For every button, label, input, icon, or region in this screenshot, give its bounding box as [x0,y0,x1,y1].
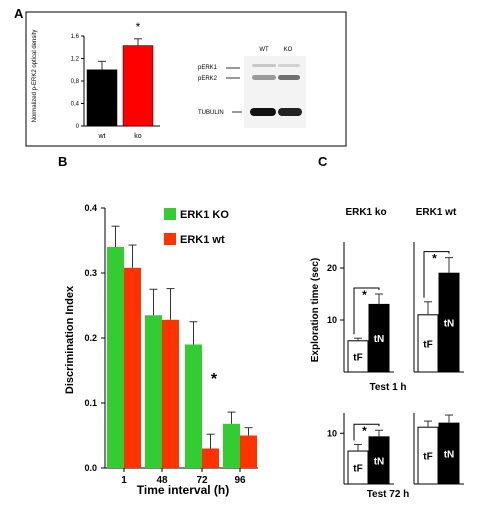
chart-c-ytick-label: 10 [327,315,337,325]
blot-label-tubulin: TUBULIN [198,110,224,116]
chart-a-significance: * [136,20,141,34]
chart-b-xtick-label: 96 [234,475,246,486]
chart-c-bar-tf-3-label: tF [353,464,362,475]
legend-label-erk1-wt: ERK1 wt [180,234,225,246]
chart-c-ytick-label: 10 [327,428,337,438]
chart-b-ytick-label: 0.4 [84,203,97,213]
chart-c-bar-tf-4-label: tF [423,452,432,463]
chart-a-xtick-wt: wt [98,133,106,140]
chart-c-significance-bracket [353,287,380,335]
chart-b-bar-erk1-wt-72 [202,448,219,468]
chart-a-ytick-label: 0,8 [71,79,80,85]
chart-c-significance-star: * [362,288,367,302]
chart-a-bars [86,38,154,127]
chart-b-bar-erk1-wt-96 [240,435,257,468]
chart-c-significance-bracket [353,423,380,441]
chart-a-ytick-label: 0,4 [71,102,80,108]
panel-a-frame [25,11,347,147]
legend-swatch-erk1-wt [164,233,176,245]
chart-b-bar-erk1-ko-1 [107,247,124,468]
chart-b-bar-erk1-ko-48 [145,315,162,468]
chart-c-significance-star: * [362,424,367,438]
chart-b-bars [107,225,257,468]
chart-c-ylabel: Exploration time (sec) [310,258,321,362]
chart-c-col-title-wt: ERK1 wt [416,207,457,218]
chart-c-significance-star: * [432,252,437,266]
panel-label-b: B [58,154,67,169]
chart-b-bar-erk1-wt-1 [124,267,141,468]
band-perk2-ko [278,75,300,80]
chart-a-ytick-label: 0 [76,124,80,130]
chart-c: ERK1 ko ERK1 wt Exploration time (sec) T… [310,207,464,500]
chart-a: Normalized p-ERK2 optical density 0 0,4 0,… [32,20,160,140]
western-blot: WT KO pERK1 pERK2 TUBULIN [198,47,306,128]
chart-b-xtick-label: 48 [156,475,168,486]
chart-b-bar-erk1-ko-96 [223,423,240,468]
legend-label-erk1-ko: ERK1 KO [180,209,229,221]
chart-c-bar-tn-4-label: tN [444,450,455,461]
chart-a-bar-ko [122,45,154,127]
chart-a-ytick-label: 1,6 [71,34,80,40]
band-tubulin-wt [250,108,276,116]
panel-label-a: A [14,6,24,21]
chart-c-ytick-label: 20 [327,263,337,273]
chart-c-subplot-2: tF tN * [413,242,464,373]
chart-b-ylabel: Discrimination Index [64,285,76,394]
band-perk1-wt [252,64,276,67]
blot-col-ko: KO [284,47,293,53]
band-perk2-wt [252,75,276,80]
chart-c-subplot-4: tF tN [413,413,464,485]
chart-b-xtick-label: 1 [121,475,127,486]
chart-c-bar-tf-2-label: tF [423,339,432,350]
chart-c-bar-tn-2-label: tN [444,319,455,330]
chart-b-xtick-label: 72 [196,475,208,486]
chart-c-bar-tn-1-label: tN [374,334,385,345]
chart-c-significance-bracket [423,251,450,298]
chart-a-ylabel: Normalized p-ERK2 optical density [32,30,38,123]
chart-c-bar-tf-1-label: tF [353,352,362,363]
chart-a-bar-wt [86,69,118,127]
chart-c-row-title-1h: Test 1 h [369,382,406,393]
panel-label-c: C [318,154,328,169]
blot-label-perk1: pERK1 [198,65,218,71]
chart-b-bar-erk1-wt-48 [162,319,179,468]
chart-c-row-title-72h: Test 72 h [367,489,410,500]
chart-b-bar-erk1-ko-72 [185,344,202,468]
chart-b-ytick-label: 0.3 [84,268,97,278]
band-tubulin-ko [278,108,302,116]
chart-b-ytick-label: 0.0 [84,463,97,473]
chart-b-ytick-label: 0.2 [84,333,97,343]
blot-col-wt: WT [259,47,269,53]
legend-swatch-erk1-ko [164,208,176,220]
chart-c-col-title-ko: ERK1 ko [345,207,386,218]
chart-c-bar-tn-3-label: tN [374,456,385,467]
chart-c-plots: 10 20 tF tN * tF tN * 10 tF tN * tF tN [327,242,464,485]
chart-c-subplot-3: 10 tF tN * [327,413,394,485]
chart-b-xlabel: Time interval (h) [137,483,229,497]
chart-b: Discrimination Index 0.0 0.1 0.2 0.3 0.4 1 48 7… [64,203,258,497]
blot-label-perk2: pERK2 [198,76,218,82]
chart-b-significance: * [211,371,218,388]
chart-a-xtick-ko: ko [134,133,142,140]
chart-a-ytick-label: 1,2 [71,57,80,63]
chart-c-subplot-1: 10 20 tF tN * [327,242,394,373]
chart-b-ytick-label: 0.1 [84,398,97,408]
band-perk1-ko [278,64,300,67]
